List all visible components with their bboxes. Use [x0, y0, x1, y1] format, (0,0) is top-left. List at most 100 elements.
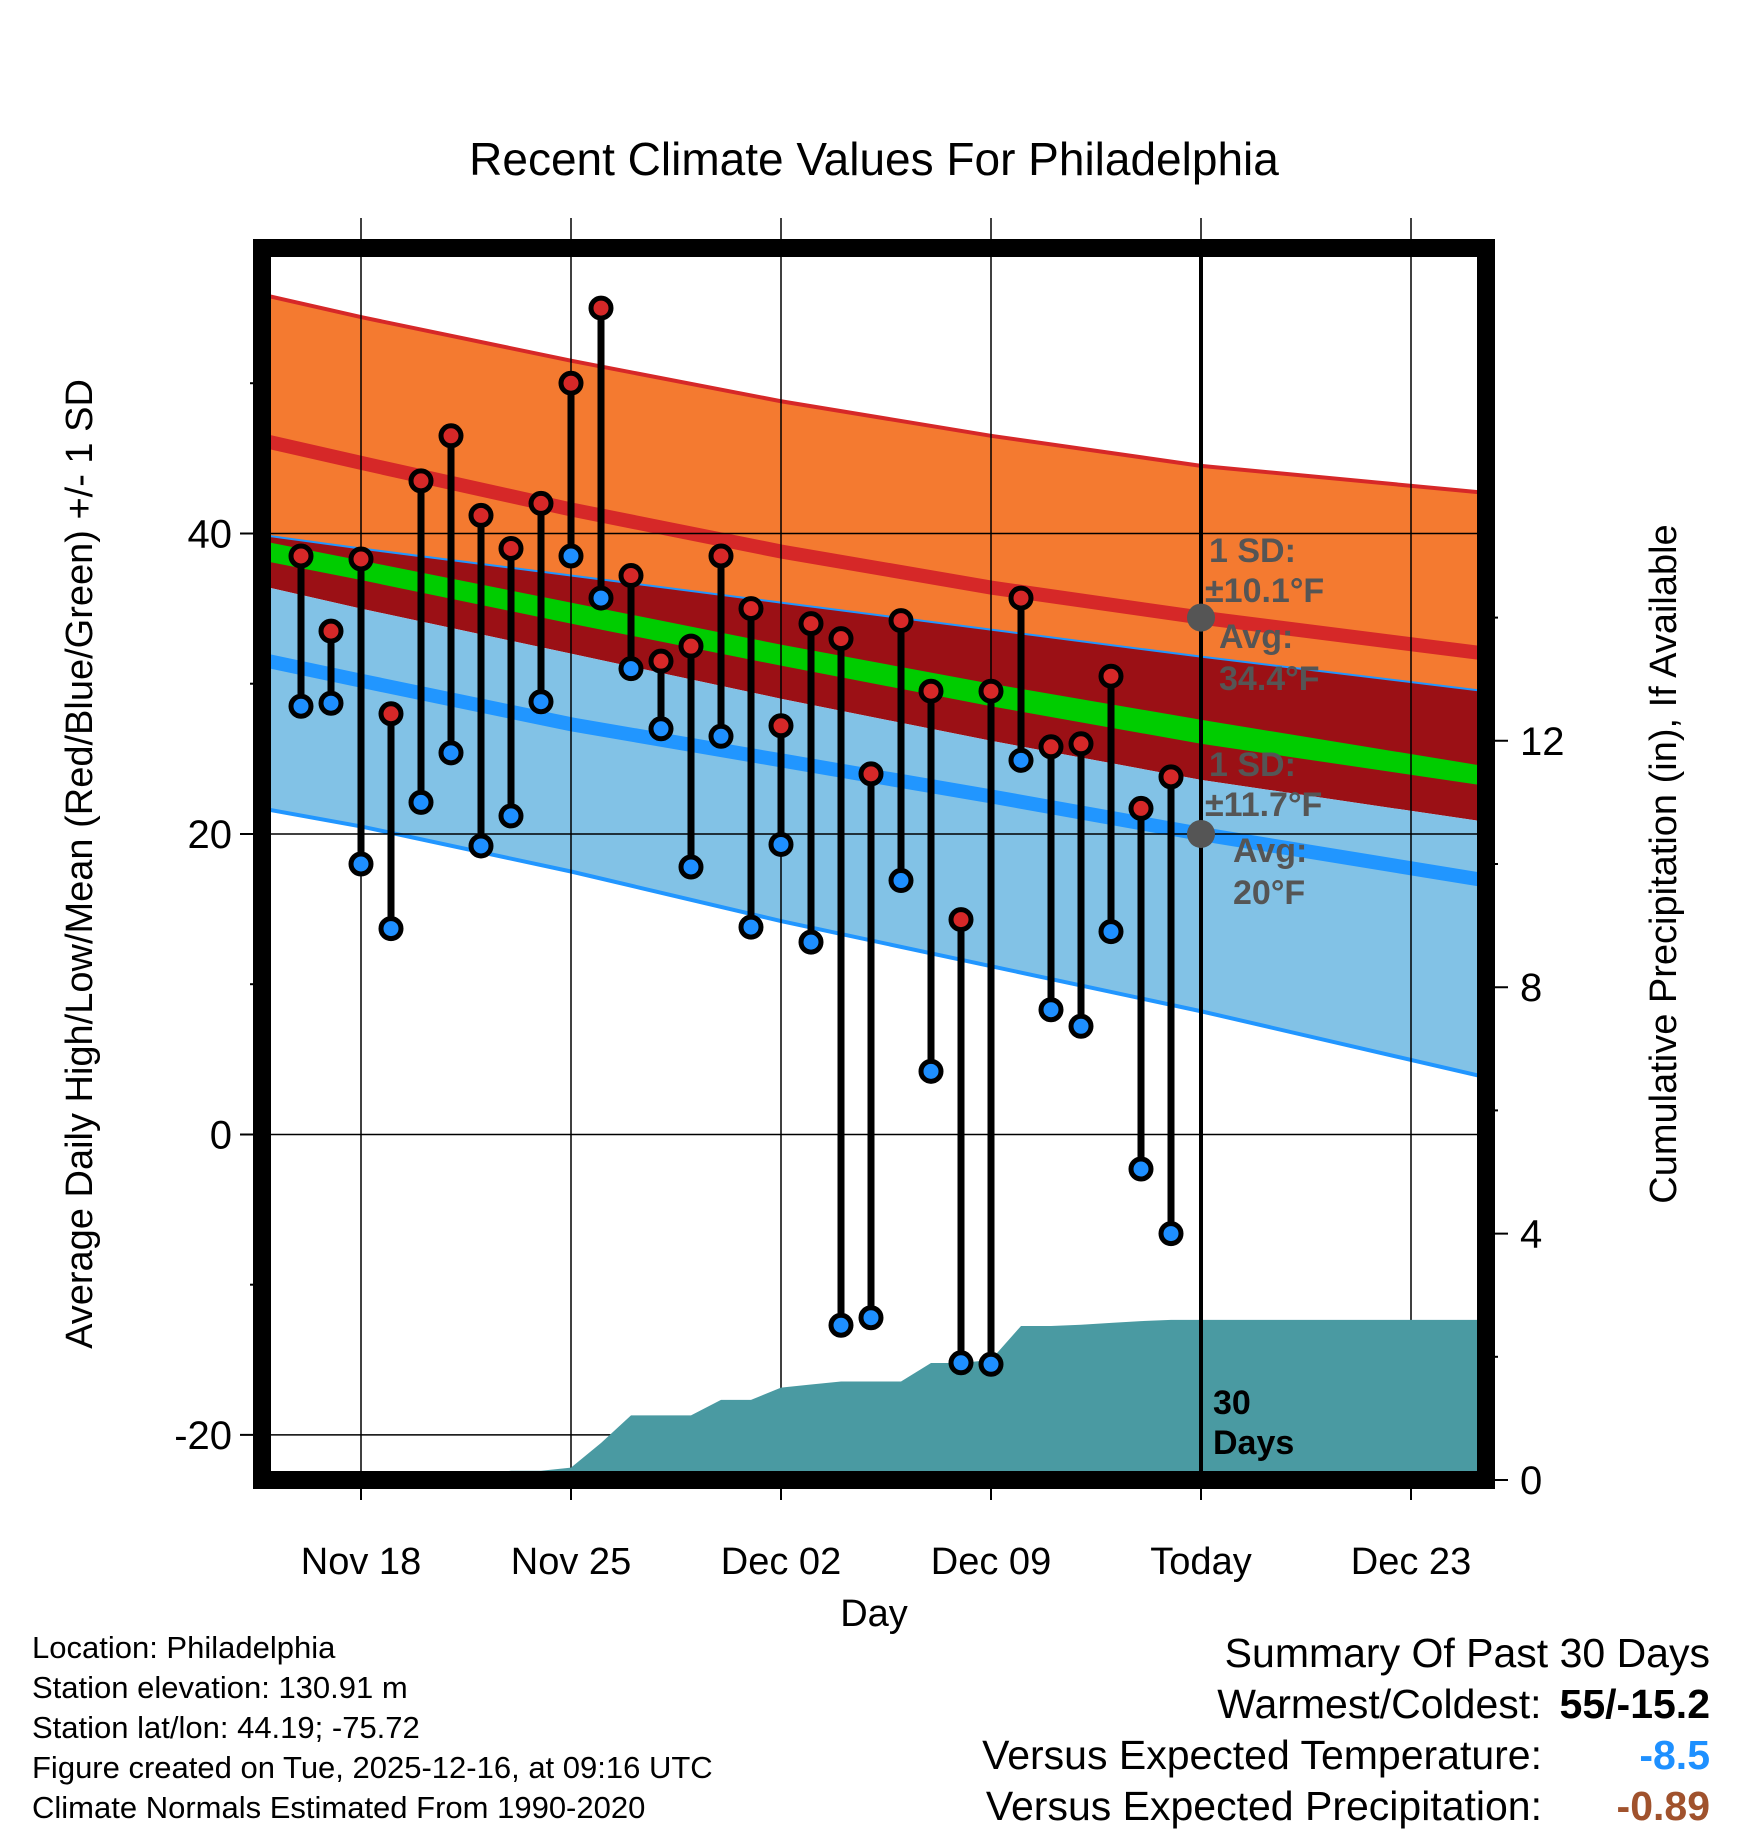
daily-low-point: [678, 854, 704, 880]
low-sd-label: 1 SD:: [1209, 746, 1296, 784]
daily-high-point: [948, 907, 974, 933]
x-tick-label: Nov 25: [511, 1541, 631, 1583]
daily-high-point: [1158, 764, 1184, 790]
daily-low-point: [618, 656, 644, 682]
summary-title: Summary Of Past 30 Days: [1224, 1630, 1710, 1676]
y-tick-label: 40: [188, 512, 233, 556]
x-tick-label: Dec 23: [1351, 1541, 1471, 1583]
precip-anomaly-value: -0.89: [1616, 1783, 1710, 1829]
y-tick-label: 0: [210, 1113, 232, 1157]
daily-low-point: [1038, 997, 1064, 1023]
chart-title: Recent Climate Values For Philadelphia: [469, 133, 1279, 185]
daily-low-point: [438, 740, 464, 766]
y-tick-label: 20: [188, 813, 233, 857]
daily-high-point: [978, 678, 1004, 704]
warmest-label: Warmest/Coldest:: [1217, 1681, 1542, 1727]
warmest-row: Warmest/Coldest: 55/-15.2: [982, 1679, 1710, 1730]
high-avg-value: 34.4°F: [1219, 660, 1320, 698]
temp-anomaly-label: Versus Expected Temperature:: [982, 1732, 1542, 1778]
daily-high-point: [1068, 731, 1094, 757]
precip-anomaly-label: Versus Expected Precipitation:: [985, 1783, 1542, 1829]
daily-low-point: [888, 868, 914, 894]
daily-low-point: [348, 851, 374, 877]
daily-low-point: [498, 803, 524, 829]
daily-low-point: [288, 693, 314, 719]
summary-panel: Summary Of Past 30 Days Warmest/Coldest:…: [982, 1628, 1710, 1832]
daily-low-point: [1098, 919, 1124, 945]
daily-high-point: [1098, 663, 1124, 689]
daily-high-point: [498, 535, 524, 561]
high-avg-marker: [1187, 603, 1215, 632]
precip-anomaly-row: Versus Expected Precipitation: -0.89: [982, 1781, 1710, 1832]
daily-high-point: [528, 490, 554, 516]
daily-high-point: [438, 423, 464, 449]
location-text: Location: Philadelphia: [32, 1630, 336, 1665]
daily-high-point: [288, 543, 314, 569]
latlon-text: Station lat/lon: 44.19; -75.72: [32, 1710, 420, 1745]
low-sd-value: ±11.7°F: [1205, 786, 1322, 824]
daily-high-point: [738, 596, 764, 622]
daily-high-point: [618, 563, 644, 589]
x-tick-label: Dec 02: [721, 1541, 841, 1583]
daily-low-point: [948, 1350, 974, 1376]
daily-high-point: [888, 608, 914, 634]
daily-low-point: [408, 789, 434, 815]
daily-high-point: [1038, 734, 1064, 760]
daily-low-point: [528, 689, 554, 715]
elevation-text: Station elevation: 130.91 m: [32, 1670, 408, 1705]
daily-high-point: [678, 633, 704, 659]
x-tick-label: Nov 18: [301, 1541, 421, 1583]
cumulative-precip-area: [262, 1319, 1486, 1480]
daily-high-point: [558, 370, 584, 396]
daily-low-point: [468, 833, 494, 859]
daily-high-point: [588, 295, 614, 321]
temp-anomaly-value: -8.5: [1639, 1732, 1710, 1778]
daily-low-point: [1128, 1156, 1154, 1182]
daily-high-point: [468, 502, 494, 528]
y-axis-label: Average Daily High/Low/Mean (Red/Blue/Gr…: [59, 379, 101, 1349]
daily-low-point: [738, 914, 764, 940]
high-sd-label: 1 SD:: [1209, 532, 1296, 570]
daily-low-point: [648, 716, 674, 742]
low-avg-marker: [1187, 819, 1215, 848]
daily-low-point: [588, 585, 614, 611]
daily-low-point: [378, 916, 404, 942]
daily-high-point: [768, 713, 794, 739]
daily-high-point: [648, 648, 674, 674]
daily-high-point: [798, 611, 824, 637]
mean-normal-band: [262, 540, 1486, 786]
days-count-label: 30: [1213, 1384, 1251, 1422]
y-tick-label: -20: [174, 1414, 232, 1458]
daily-high-point: [408, 468, 434, 494]
y2-tick-label: 8: [1520, 966, 1542, 1010]
temp-anomaly-row: Versus Expected Temperature: -8.5: [982, 1730, 1710, 1781]
daily-high-point: [318, 618, 344, 644]
high-avg-label: Avg:: [1219, 618, 1293, 656]
y2-tick-label: 12: [1520, 720, 1565, 764]
x-tick-label: Dec 09: [931, 1541, 1051, 1583]
normals-text: Climate Normals Estimated From 1990-2020: [32, 1790, 646, 1825]
created-text: Figure created on Tue, 2025-12-16, at 09…: [32, 1750, 713, 1785]
daily-low-point: [768, 831, 794, 857]
y2-axis-label: Cumulative Precipitation (in), If Availa…: [1643, 524, 1685, 1203]
daily-low-point: [318, 690, 344, 716]
daily-low-point: [1158, 1221, 1184, 1247]
daily-low-point: [558, 543, 584, 569]
low-avg-value: 20°F: [1233, 874, 1305, 912]
daily-high-point: [1008, 585, 1034, 611]
daily-high-point: [918, 678, 944, 704]
daily-low-point: [798, 929, 824, 955]
daily-high-point: [858, 761, 884, 787]
warmest-value: 55/-15.2: [1559, 1681, 1710, 1727]
y2-tick-label: 0: [1520, 1459, 1542, 1503]
x-axis-label: Day: [840, 1593, 908, 1635]
daily-high-point: [378, 701, 404, 727]
daily-low-point: [978, 1351, 1004, 1377]
daily-high-point: [1128, 795, 1154, 821]
daily-high-point: [348, 546, 374, 572]
daily-high-point: [828, 626, 854, 652]
daily-low-point: [918, 1058, 944, 1084]
daily-low-point: [1068, 1013, 1094, 1039]
y2-tick-label: 4: [1520, 1213, 1542, 1257]
